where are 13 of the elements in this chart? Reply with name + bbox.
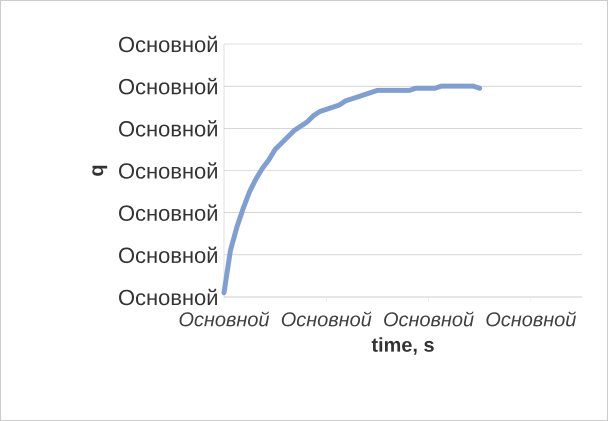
x-axis-title: time, s — [372, 337, 434, 355]
x-tick-label: Основной — [384, 311, 474, 326]
x-tick-label: Основной — [180, 311, 270, 326]
x-tick-label: Основной — [486, 311, 576, 326]
text: Основной — [119, 36, 217, 52]
x-tick-label: Основной — [282, 311, 372, 326]
text: Основной — [119, 246, 217, 264]
text: Основной — [119, 162, 217, 179]
text: Основной — [119, 120, 217, 137]
text: Основной — [119, 78, 217, 94]
y-axis-title: q — [92, 166, 108, 176]
text: Основной — [119, 204, 217, 221]
text: Основной — [119, 288, 217, 306]
